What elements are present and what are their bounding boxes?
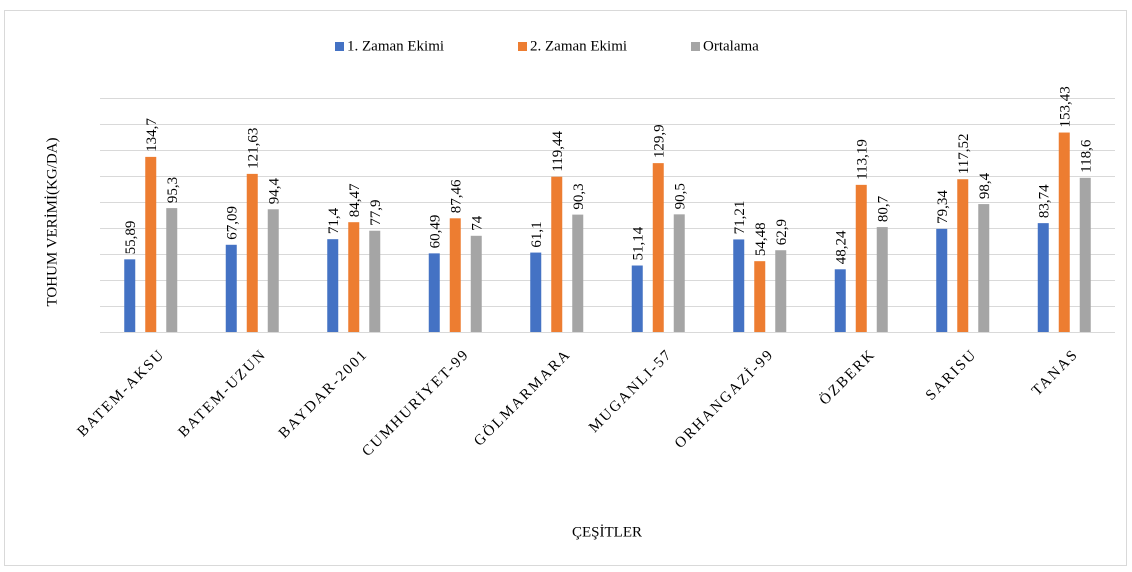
data-label: 113,19 bbox=[854, 139, 870, 180]
bar bbox=[551, 176, 563, 332]
data-label: 51,14 bbox=[630, 226, 646, 260]
data-label: 94,4 bbox=[266, 178, 282, 205]
y-axis-title: TOHUM VERİMİ(KG/DA) bbox=[44, 137, 60, 306]
bar bbox=[1058, 132, 1070, 332]
data-label: 118,6 bbox=[1078, 139, 1094, 173]
data-label: 95,3 bbox=[165, 177, 181, 203]
bar bbox=[348, 222, 360, 332]
data-label: 60,49 bbox=[427, 215, 443, 249]
legend-label: 1. Zaman Ekimi bbox=[347, 38, 444, 54]
bar bbox=[855, 184, 867, 332]
legend-label: Ortalama bbox=[703, 38, 759, 54]
data-label: 71,4 bbox=[326, 207, 342, 234]
data-label: 79,34 bbox=[935, 190, 951, 224]
data-label: 67,09 bbox=[224, 206, 240, 240]
data-label: 62,9 bbox=[774, 219, 790, 245]
bar bbox=[652, 163, 664, 332]
data-label: 129,9 bbox=[651, 124, 667, 158]
bar bbox=[428, 253, 440, 332]
bar bbox=[166, 208, 178, 332]
bar bbox=[246, 173, 258, 332]
data-label: 87,46 bbox=[448, 179, 464, 213]
bar bbox=[572, 214, 584, 332]
bar bbox=[449, 218, 461, 332]
bar bbox=[957, 179, 969, 332]
bar bbox=[834, 269, 846, 332]
data-label: 90,5 bbox=[672, 183, 688, 209]
data-label: 61,1 bbox=[529, 221, 545, 247]
data-label: 84,47 bbox=[347, 183, 363, 217]
legend-swatch bbox=[518, 42, 527, 51]
legend-swatch bbox=[691, 42, 700, 51]
data-label: 54,48 bbox=[753, 222, 769, 256]
bar bbox=[369, 230, 381, 332]
data-label: 48,24 bbox=[833, 230, 849, 264]
bar bbox=[775, 250, 787, 332]
data-label: 134,7 bbox=[144, 118, 160, 152]
bar bbox=[267, 209, 279, 332]
data-label: 77,9 bbox=[368, 199, 384, 225]
bar bbox=[936, 228, 948, 332]
bar bbox=[1037, 223, 1049, 332]
data-label: 74 bbox=[469, 215, 485, 231]
data-label: 80,7 bbox=[875, 195, 891, 222]
bar bbox=[145, 156, 157, 332]
data-label: 153,43 bbox=[1057, 86, 1073, 127]
bar bbox=[225, 244, 237, 332]
bar bbox=[673, 214, 685, 332]
data-label: 83,74 bbox=[1036, 184, 1052, 218]
bar bbox=[876, 227, 888, 332]
data-label: 98,4 bbox=[977, 172, 993, 199]
data-label: 121,63 bbox=[245, 128, 261, 169]
bar bbox=[754, 261, 766, 332]
legend-label: 2. Zaman Ekimi bbox=[530, 38, 627, 54]
data-label: 119,44 bbox=[550, 131, 566, 172]
bar bbox=[733, 239, 745, 332]
bar bbox=[530, 252, 542, 332]
bar bbox=[124, 259, 136, 332]
data-label: 117,52 bbox=[956, 134, 972, 175]
x-axis-title: ÇEŞİTLER bbox=[572, 524, 642, 540]
bar bbox=[631, 265, 643, 332]
bar bbox=[327, 239, 339, 332]
data-label: 90,3 bbox=[571, 183, 587, 209]
data-label: 55,89 bbox=[123, 221, 139, 255]
data-label: 71,21 bbox=[732, 201, 748, 235]
bar bbox=[1079, 177, 1091, 332]
legend-swatch bbox=[335, 42, 344, 51]
bar bbox=[470, 235, 482, 332]
bar bbox=[978, 204, 990, 332]
